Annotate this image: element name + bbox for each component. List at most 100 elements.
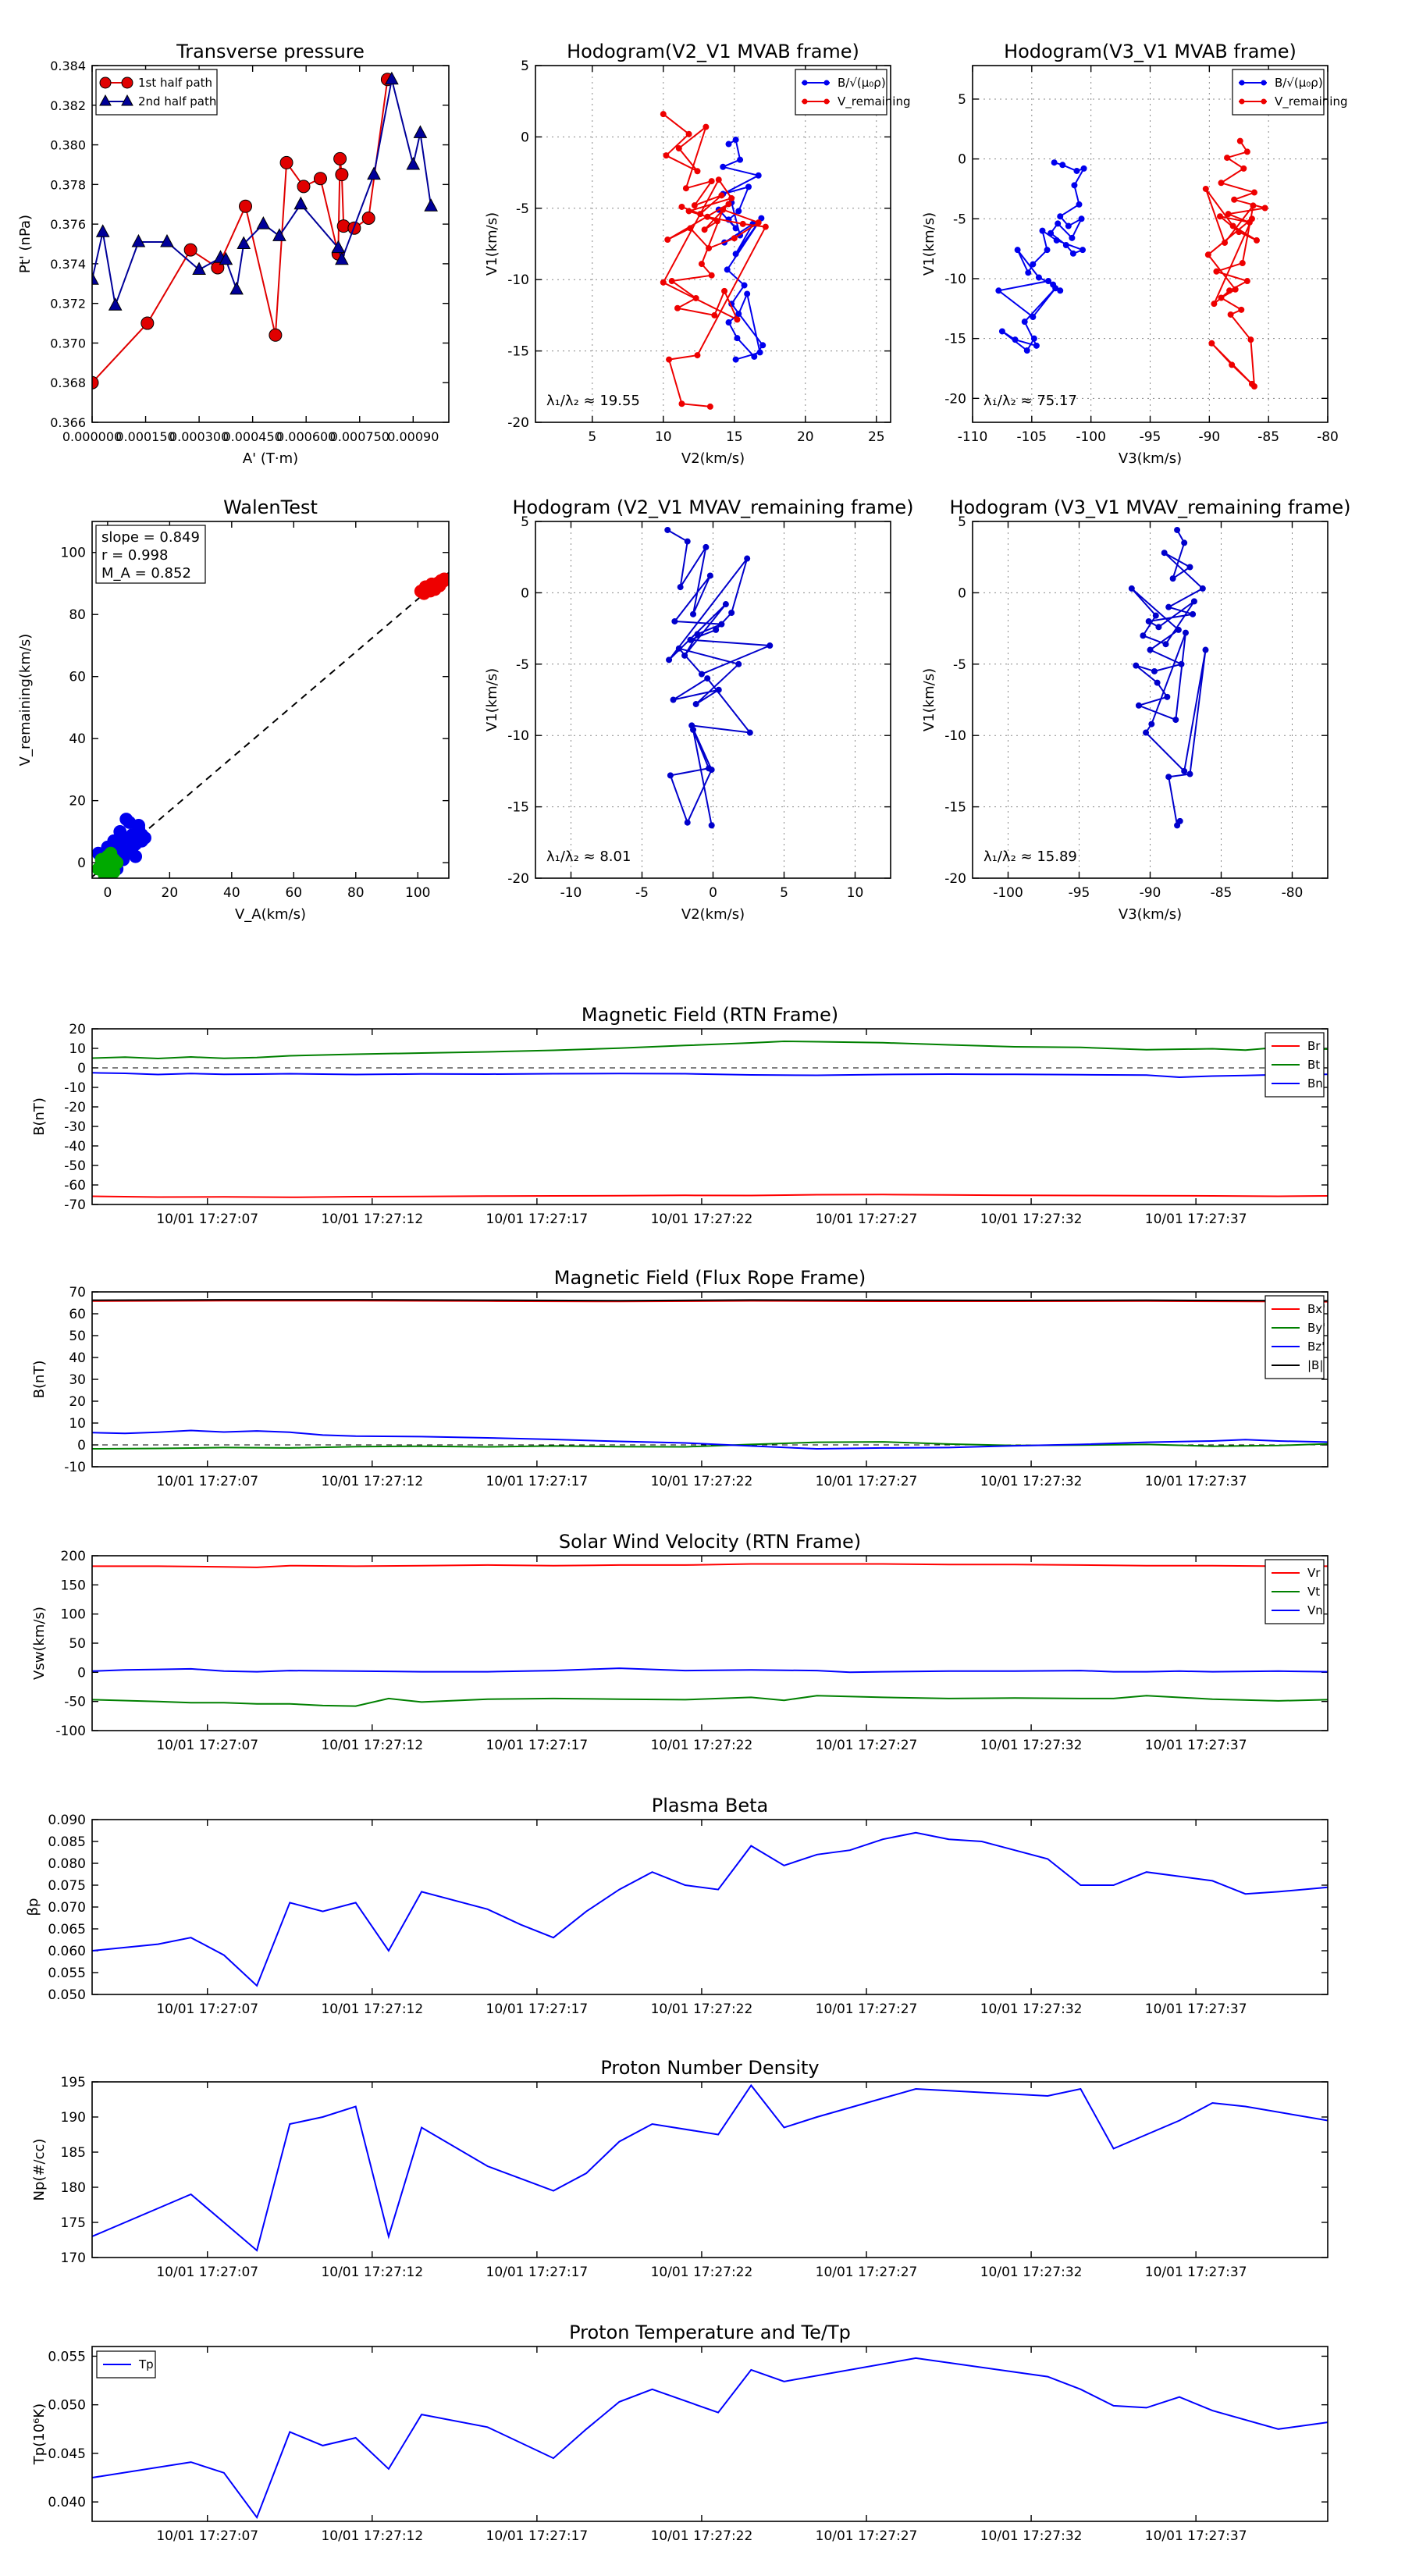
series-line-V: [1204, 141, 1265, 389]
data-point: [1218, 180, 1225, 187]
data-point: [728, 609, 735, 616]
y-tick-label: 0: [77, 1665, 86, 1681]
data-point: [1165, 603, 1172, 610]
y-tick-label: -10: [507, 272, 529, 288]
y-tick-label: 0.366: [50, 415, 86, 430]
x-axis-label: A' (T·m): [243, 450, 298, 467]
data-point: [677, 584, 684, 591]
chart-h3: Hodogram (V2_V1 MVAV_remaining frame) -10…: [484, 496, 914, 923]
series-line-B: [667, 529, 770, 826]
data-point: [1128, 585, 1135, 592]
data-point: [1243, 148, 1250, 155]
data-point: [715, 176, 722, 183]
data-point: [1161, 550, 1168, 557]
data-point: [1143, 729, 1150, 736]
x-tick-label: 10: [847, 885, 864, 901]
data-point: [335, 251, 349, 265]
y-tick-label: -15: [944, 332, 966, 347]
data-point: [767, 642, 774, 649]
data-point: [684, 538, 691, 545]
legend-box: [95, 69, 218, 116]
x-tick-label: 10/01 17:27:32: [980, 2001, 1083, 2017]
legend-label: Vr: [1307, 1566, 1321, 1580]
plot-area-tp: [92, 71, 438, 390]
x-tick-label: 10/01 17:27:37: [1145, 2528, 1247, 2544]
x-tick-label: 10/01 17:27:07: [156, 2001, 258, 2017]
legend-label: Bn: [1307, 1076, 1323, 1091]
data-point: [95, 224, 110, 237]
data-point: [140, 316, 155, 330]
y-tick-label: 0.070: [48, 1900, 86, 1916]
data-point: [279, 155, 293, 169]
data-point: [1236, 137, 1243, 144]
x-tick-label: 5: [588, 429, 596, 445]
data-point: [694, 631, 701, 638]
data-point: [256, 216, 271, 229]
chart-title-mag_rtn: Magnetic Field (RTN Frame): [582, 1004, 838, 1026]
data-point: [335, 168, 349, 182]
y-tick-label: 50: [69, 1636, 86, 1652]
data-point: [682, 185, 689, 192]
data-point: [1208, 340, 1215, 347]
data-point: [744, 555, 751, 562]
data-point: [1218, 294, 1225, 301]
data-point: [745, 183, 752, 190]
y-tick-label: 0: [521, 585, 529, 601]
data-point: [666, 356, 673, 363]
y-tick-label: -20: [64, 1100, 86, 1115]
x-tick-label: -80: [1282, 885, 1304, 901]
legend-label: B/√(μ₀ρ): [838, 76, 886, 90]
data-point: [1202, 646, 1209, 653]
y-tick-label: -40: [64, 1139, 86, 1155]
data-point: [728, 195, 735, 202]
axes-frame: [535, 521, 891, 879]
chart-beta: Plasma Beta 10/01 17:27:07 10/01 17:27:12 1…: [25, 1795, 1329, 2017]
data-point: [670, 696, 677, 703]
data-point: [1186, 564, 1193, 571]
y-tick-label: -10: [944, 728, 966, 744]
x-tick-label: 5: [780, 885, 788, 901]
legend-marker: [99, 94, 112, 106]
y-tick-label: 5: [958, 514, 966, 530]
legend-label: V_remaining: [838, 94, 911, 109]
y-axis-label: Tp(10⁶K): [31, 2403, 48, 2465]
data-point: [691, 202, 698, 209]
y-tick-label: 10: [69, 1416, 86, 1432]
x-tick-label: -10: [560, 885, 582, 901]
data-point: [1213, 268, 1220, 275]
data-point: [998, 328, 1005, 335]
data-point: [731, 235, 738, 242]
axes-frame: [91, 1028, 1329, 1205]
axes-frame: [91, 2346, 1329, 2522]
y-tick-label: 0.045: [48, 2446, 86, 2462]
x-tick-label: -90: [1198, 429, 1220, 445]
x-tick-label: 60: [285, 885, 302, 901]
legend-marker: [802, 80, 808, 86]
walen-stat-0: slope = 0.849: [101, 529, 200, 546]
data-point: [713, 218, 720, 225]
y-tick-label: 0.374: [50, 257, 86, 272]
data-point: [664, 526, 671, 533]
data-point: [1080, 247, 1087, 254]
data-point: [734, 316, 741, 323]
y-tick-label: -50: [64, 1695, 86, 1710]
data-point: [684, 819, 691, 826]
x-tick-label: 0.00090: [387, 429, 439, 444]
data-point: [293, 196, 308, 210]
legend-label: Bt: [1307, 1058, 1320, 1072]
series-line-Vt: [92, 1695, 1328, 1707]
data-point: [698, 671, 705, 678]
data-point: [1186, 770, 1193, 777]
legend-marker: [1239, 80, 1245, 86]
data-point: [313, 172, 327, 186]
y-tick-label: -50: [64, 1158, 86, 1174]
x-tick-label: 0.000750: [330, 429, 389, 444]
data-point: [667, 772, 674, 779]
y-tick-label: 100: [61, 1607, 86, 1623]
legend-marker: [823, 98, 830, 105]
x-tick-label: 10/01 17:27:07: [156, 1474, 258, 1489]
data-point: [1226, 287, 1233, 294]
data-point: [1225, 211, 1232, 218]
data-point: [1164, 693, 1171, 700]
data-point: [1014, 247, 1021, 254]
